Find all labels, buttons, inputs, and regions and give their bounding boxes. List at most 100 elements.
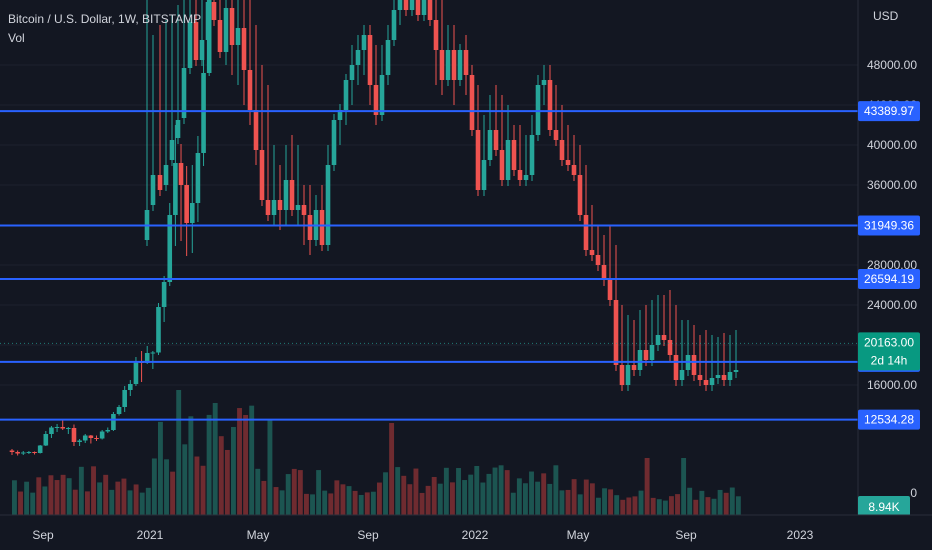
volume-bar [121, 478, 127, 515]
candle-body [163, 165, 169, 185]
candle-body [199, 40, 205, 60]
volume-value-box [858, 496, 910, 516]
volume-indicator-label: Vol [8, 31, 25, 45]
candle-body [331, 120, 337, 165]
volume-bar [729, 487, 735, 515]
volume-value-badge: 8.94K [858, 496, 910, 516]
volume-bar [395, 467, 401, 515]
candle-body [271, 200, 277, 215]
volume-bar [285, 474, 291, 515]
volume-bar [717, 489, 723, 515]
volume-bar [620, 499, 626, 515]
candle-body [205, 2, 211, 40]
candle-body [307, 215, 313, 240]
volume-bar [279, 490, 285, 515]
volume-bar [541, 473, 547, 515]
candle-body [433, 20, 439, 50]
volume-bar [650, 497, 656, 515]
candle-body [559, 140, 565, 160]
candle-body [367, 35, 373, 85]
candle-body [319, 210, 325, 245]
time-axis-tick: 2023 [787, 528, 814, 542]
level-label-text: 12534.28 [864, 413, 914, 427]
price-axis-tick: 48000.00 [867, 58, 917, 72]
volume-bar [504, 470, 510, 515]
candle-body [679, 370, 685, 380]
level-lines [0, 110, 858, 421]
level-label-box [858, 101, 920, 122]
time-axis-tick: 2022 [462, 528, 489, 542]
volume-bar [72, 489, 78, 515]
volume-bar [322, 490, 328, 515]
volume-bar [589, 483, 595, 515]
volume-bar [194, 456, 200, 515]
volume-bar [115, 481, 121, 515]
volume-bar [419, 492, 425, 515]
candle-body [54, 427, 60, 428]
volume-bar [377, 482, 382, 515]
level-label-text: 26594.19 [864, 272, 914, 286]
candle-body [169, 140, 175, 160]
time-axis-tick: Sep [357, 528, 379, 542]
volume-bar [310, 494, 315, 515]
candle-body [60, 427, 66, 429]
candle-body [607, 280, 613, 300]
volume-bar [66, 478, 72, 515]
candle-body [511, 140, 517, 170]
volume-bar [462, 480, 468, 515]
candle-body [649, 345, 655, 360]
candle-body [565, 160, 571, 165]
candle-body [66, 428, 71, 429]
candle-body [721, 375, 727, 380]
volume-bar [200, 465, 206, 515]
price-axis-tick: 28000.00 [867, 258, 917, 272]
candle-body [589, 250, 595, 255]
candle-body [697, 375, 703, 380]
candle-body [181, 68, 187, 118]
volume-bar [638, 490, 644, 515]
candle-body [211, 2, 217, 20]
candle-body [144, 353, 150, 363]
candle-body [499, 150, 505, 180]
volume-bar [608, 489, 614, 515]
volume-bar [139, 492, 145, 515]
volume-bar [383, 472, 388, 515]
price-axis-tick: 36000.00 [867, 178, 917, 192]
candle-body [571, 165, 577, 175]
candle-body [535, 85, 541, 135]
volume-bar [158, 421, 163, 515]
candle-body [301, 205, 307, 215]
candle-body [259, 150, 265, 200]
candle-body [553, 130, 559, 140]
volume-bar [450, 482, 455, 515]
volume-bar [535, 481, 541, 515]
candle-body [82, 435, 88, 441]
candle-body [175, 120, 181, 138]
volume-bar [437, 483, 443, 515]
volume-bar [328, 493, 334, 515]
candle-body [277, 200, 283, 210]
candle-body [157, 175, 163, 190]
time-axis-tick: 2021 [137, 528, 164, 542]
candle-body [487, 130, 493, 160]
candle-body [643, 350, 649, 360]
volume-bar [602, 488, 607, 515]
time-axis [0, 515, 932, 550]
time-axis-tick: May [567, 528, 590, 542]
candle-body [195, 153, 201, 203]
candle-body [71, 428, 77, 442]
volume-bar [243, 415, 249, 515]
level-label-box [858, 409, 920, 430]
volume-bar [12, 480, 17, 515]
candle-body [15, 452, 20, 454]
candle-body [150, 352, 156, 354]
candle-body [355, 50, 361, 65]
candle-body [409, 0, 415, 10]
volume-bar [474, 465, 480, 515]
candle-body [88, 435, 94, 438]
volume-bar [261, 480, 267, 515]
candle-body [595, 255, 601, 265]
volume-bar [498, 465, 504, 515]
